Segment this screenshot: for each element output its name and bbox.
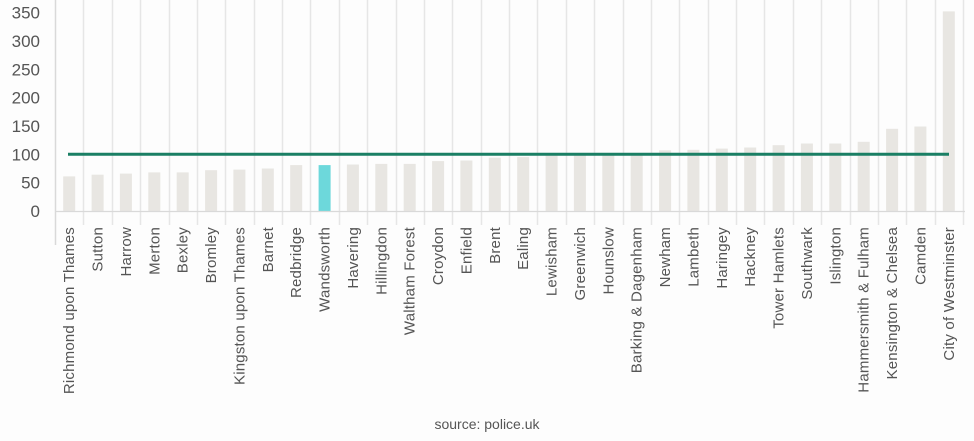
x-tick-label: Newham [657, 227, 674, 287]
x-tick-label: Sutton [90, 227, 107, 272]
bar [659, 150, 672, 211]
bar [630, 154, 643, 211]
bar [375, 163, 388, 211]
x-tick-label: Hackney [742, 227, 759, 287]
bar [460, 160, 473, 211]
bar [857, 141, 870, 211]
bar [205, 170, 218, 211]
bar [800, 143, 813, 211]
bar [772, 145, 785, 211]
bar [517, 157, 530, 211]
bar [233, 169, 246, 211]
bar [829, 143, 842, 211]
source-caption: source: police.uk [434, 416, 540, 432]
x-tick-label: Redbridge [288, 227, 305, 298]
bar [346, 164, 359, 211]
x-tick-label: Barking & Dagenham [629, 227, 646, 373]
x-tick-label: Kensington & Chelsea [884, 227, 901, 380]
x-tick-label: Islington [827, 227, 844, 285]
x-tick-label: Bromley [203, 227, 220, 284]
bar [91, 174, 104, 211]
x-tick-label: City of Westminster [941, 227, 958, 361]
x-tick-label: Havering [345, 227, 362, 289]
y-tick-label: 250 [12, 60, 40, 79]
x-tick-label: Enfield [458, 227, 475, 274]
x-tick-label: Harrow [118, 227, 135, 277]
x-tick-label: Lewisham [544, 227, 561, 296]
y-tick-label: 300 [12, 32, 40, 51]
x-tick-label: Tower Hamlets [771, 227, 788, 329]
x-tick-label: Ealing [515, 227, 532, 270]
x-tick-label: Barnet [260, 226, 277, 272]
x-tick-label: Bexley [175, 227, 192, 274]
bar [488, 157, 501, 211]
bar [942, 11, 955, 212]
x-tick-label: Hammersmith & Fulham [856, 227, 873, 393]
x-tick-label: Waltham Forest [402, 226, 419, 335]
y-tick-label: 150 [12, 117, 40, 136]
y-tick-label: 50 [21, 174, 40, 193]
x-tick-label: Brent [487, 226, 504, 263]
bar [744, 147, 757, 211]
x-tick-label: Camden [912, 227, 929, 285]
y-tick-label: 100 [12, 145, 40, 164]
bar [715, 148, 728, 211]
x-tick-label: Hounslow [600, 227, 617, 294]
gridlines [54, 0, 965, 245]
y-tick-label: 350 [12, 4, 40, 23]
bar [119, 173, 132, 211]
bar [687, 149, 700, 211]
bar [432, 161, 445, 211]
x-axis-labels: Richmond upon Thames Sutton Harrow Merton Be… [61, 226, 958, 394]
x-tick-label: Greenwich [572, 227, 589, 301]
bar [602, 154, 615, 211]
bar [403, 163, 416, 211]
y-tick-label: 0 [31, 202, 40, 221]
x-tick-label: Haringey [714, 227, 731, 289]
y-axis-ticks: 0 50 100 150 200 250 300 350 [12, 4, 40, 221]
x-tick-label: Wandsworth [317, 227, 334, 312]
bar [290, 165, 303, 211]
x-tick-label: Lambeth [685, 227, 702, 287]
bar [914, 126, 927, 211]
x-tick-label: Richmond upon Thames [61, 227, 78, 394]
bars [63, 11, 955, 212]
x-tick-label: Southwark [799, 227, 816, 300]
bar [176, 172, 189, 211]
bar [545, 155, 558, 211]
x-tick-label: Croydon [430, 227, 447, 285]
bar [63, 176, 76, 211]
y-tick-label: 200 [12, 89, 40, 108]
bar [886, 128, 899, 211]
bar [261, 168, 274, 211]
bar-highlighted [318, 165, 331, 211]
x-tick-label: Merton [146, 227, 163, 275]
x-tick-label: Kingston upon Thames [231, 227, 248, 385]
bar [148, 172, 161, 211]
bar [573, 155, 586, 211]
x-tick-label: Hillingdon [373, 227, 390, 295]
